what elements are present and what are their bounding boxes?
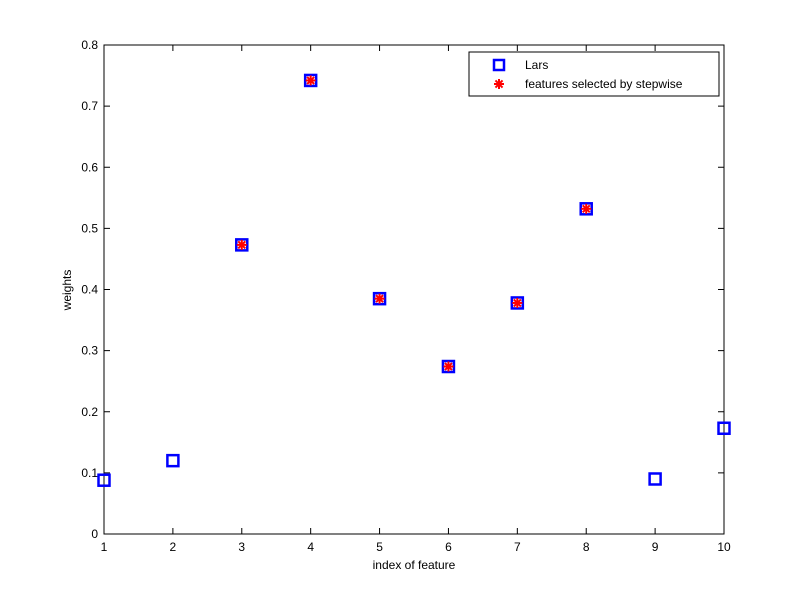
x-tick-label: 10 bbox=[717, 540, 731, 554]
y-tick-label: 0.7 bbox=[81, 99, 98, 113]
legend-label-lars: Lars bbox=[525, 58, 548, 72]
lars-point bbox=[303, 73, 318, 88]
y-axis-ticks: 0 0.1 0.2 0.3 0.4 0.5 0.6 0.7 0.8 bbox=[81, 38, 724, 541]
lars-point bbox=[372, 291, 387, 306]
y-tick-label: 0.8 bbox=[81, 38, 98, 52]
x-axis-label: index of feature bbox=[373, 558, 456, 572]
y-tick-label: 0.2 bbox=[81, 405, 98, 419]
x-tick-label: 7 bbox=[514, 540, 521, 554]
legend-star-glyph bbox=[494, 79, 504, 89]
data-points bbox=[97, 73, 731, 487]
stepwise-point bbox=[443, 361, 454, 372]
lars-point bbox=[97, 473, 111, 487]
lars-point bbox=[579, 202, 593, 216]
y-tick-label: 0.3 bbox=[81, 344, 98, 358]
x-tick-label: 3 bbox=[238, 540, 245, 554]
y-axis-label: weights bbox=[60, 270, 74, 312]
x-tick-label: 8 bbox=[583, 540, 590, 554]
lars-point bbox=[235, 238, 249, 252]
legend-box bbox=[468, 51, 720, 97]
x-tick-label: 1 bbox=[101, 540, 108, 554]
y-tick-label: 0.6 bbox=[81, 160, 98, 174]
x-tick-label: 4 bbox=[307, 540, 314, 554]
y-tick-label: 0.1 bbox=[81, 466, 98, 480]
x-tick-label: 2 bbox=[170, 540, 177, 554]
y-tick-label: 0.5 bbox=[81, 221, 98, 235]
x-tick-label: 9 bbox=[652, 540, 659, 554]
stepwise-point bbox=[374, 293, 385, 304]
lars-point bbox=[648, 472, 662, 486]
legend-marker-stepwise bbox=[494, 79, 504, 89]
y-tick-label: 0 bbox=[91, 527, 98, 541]
y-tick-label: 0.4 bbox=[81, 283, 98, 297]
x-tick-label: 6 bbox=[445, 540, 452, 554]
legend-label-stepwise: features selected by stepwise bbox=[525, 77, 683, 91]
lars-point bbox=[166, 453, 180, 468]
legend: Lars features selected by stepwise bbox=[468, 51, 720, 97]
legend-marker-lars bbox=[492, 58, 506, 72]
stepwise-point bbox=[581, 203, 592, 214]
stepwise-point bbox=[236, 239, 247, 250]
lars-point bbox=[717, 421, 731, 436]
lars-point bbox=[510, 296, 525, 310]
x-tick-label: 5 bbox=[376, 540, 383, 554]
stepwise-point bbox=[512, 297, 523, 308]
lars-point bbox=[441, 359, 456, 374]
plot-area bbox=[103, 44, 725, 535]
stepwise-point bbox=[305, 75, 316, 86]
x-axis-ticks: 1 2 3 4 5 6 7 8 9 10 bbox=[101, 45, 731, 554]
